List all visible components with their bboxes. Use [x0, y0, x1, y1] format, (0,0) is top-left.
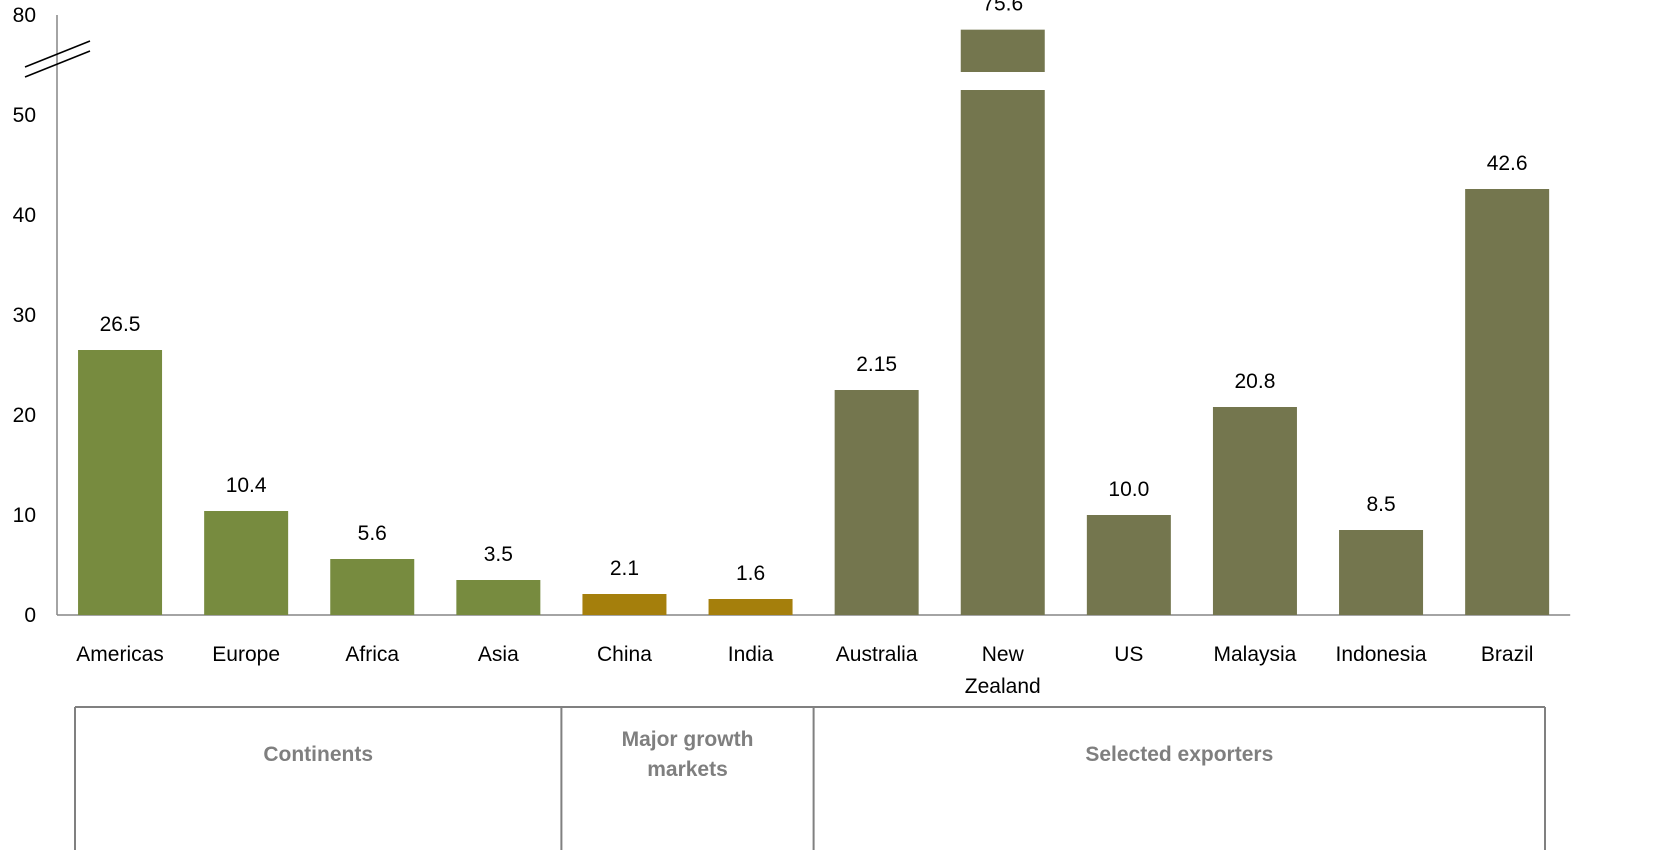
data-label: 2.1 — [610, 557, 639, 580]
data-label: 3.5 — [484, 543, 513, 566]
group-label: Selected exporters — [1085, 743, 1273, 766]
bar — [204, 511, 289, 615]
data-label: 10.4 — [226, 474, 267, 497]
bar — [1465, 189, 1550, 615]
x-tick-label: New — [982, 643, 1025, 666]
bar — [1339, 530, 1424, 615]
x-tick-label: China — [597, 643, 652, 666]
axis-break-mark — [24, 40, 91, 68]
group-label: Continents — [263, 743, 373, 766]
x-tick-label: Australia — [836, 643, 918, 666]
bar-break-cap — [960, 29, 1045, 73]
bar — [834, 390, 919, 615]
x-tick-label: Brazil — [1481, 643, 1534, 666]
data-label: 42.6 — [1487, 152, 1528, 175]
data-label: 2.15 — [856, 353, 897, 376]
data-label: 26.5 — [100, 313, 141, 336]
data-label: 8.5 — [1366, 493, 1395, 516]
bar — [960, 90, 1045, 615]
x-tick-label: Americas — [76, 643, 164, 666]
x-tick-label: Asia — [478, 643, 519, 666]
bar — [78, 350, 163, 615]
bar — [456, 580, 541, 615]
data-label: 10.0 — [1108, 478, 1149, 501]
bar — [708, 599, 793, 615]
group-label: Major growth — [622, 728, 754, 751]
data-label: 5.6 — [358, 522, 387, 545]
x-tick-label: Africa — [345, 643, 399, 666]
bar — [330, 559, 415, 615]
y-tick-label: 30 — [13, 304, 36, 327]
y-tick-label: 20 — [13, 404, 36, 427]
bar — [582, 594, 667, 615]
x-tick-label: US — [1114, 643, 1143, 666]
x-tick-label: Malaysia — [1214, 643, 1297, 666]
x-tick-label: India — [728, 643, 774, 666]
bar — [1212, 407, 1297, 615]
y-tick-label: 0 — [24, 604, 36, 627]
bar — [1086, 515, 1171, 615]
y-tick-label: 40 — [13, 204, 36, 227]
data-label: 1.6 — [736, 562, 765, 585]
data-label: 20.8 — [1235, 370, 1276, 393]
y-tick-label: 10 — [13, 504, 36, 527]
x-tick-label: Zealand — [965, 675, 1041, 698]
y-tick-label: 80 — [13, 4, 36, 27]
x-tick-label: Europe — [212, 643, 280, 666]
axis-break-mark — [24, 50, 91, 78]
group-label: markets — [647, 758, 728, 781]
data-label: 75.6 — [982, 0, 1023, 16]
x-tick-label: Indonesia — [1336, 643, 1427, 666]
y-tick-label: 50 — [13, 104, 36, 127]
